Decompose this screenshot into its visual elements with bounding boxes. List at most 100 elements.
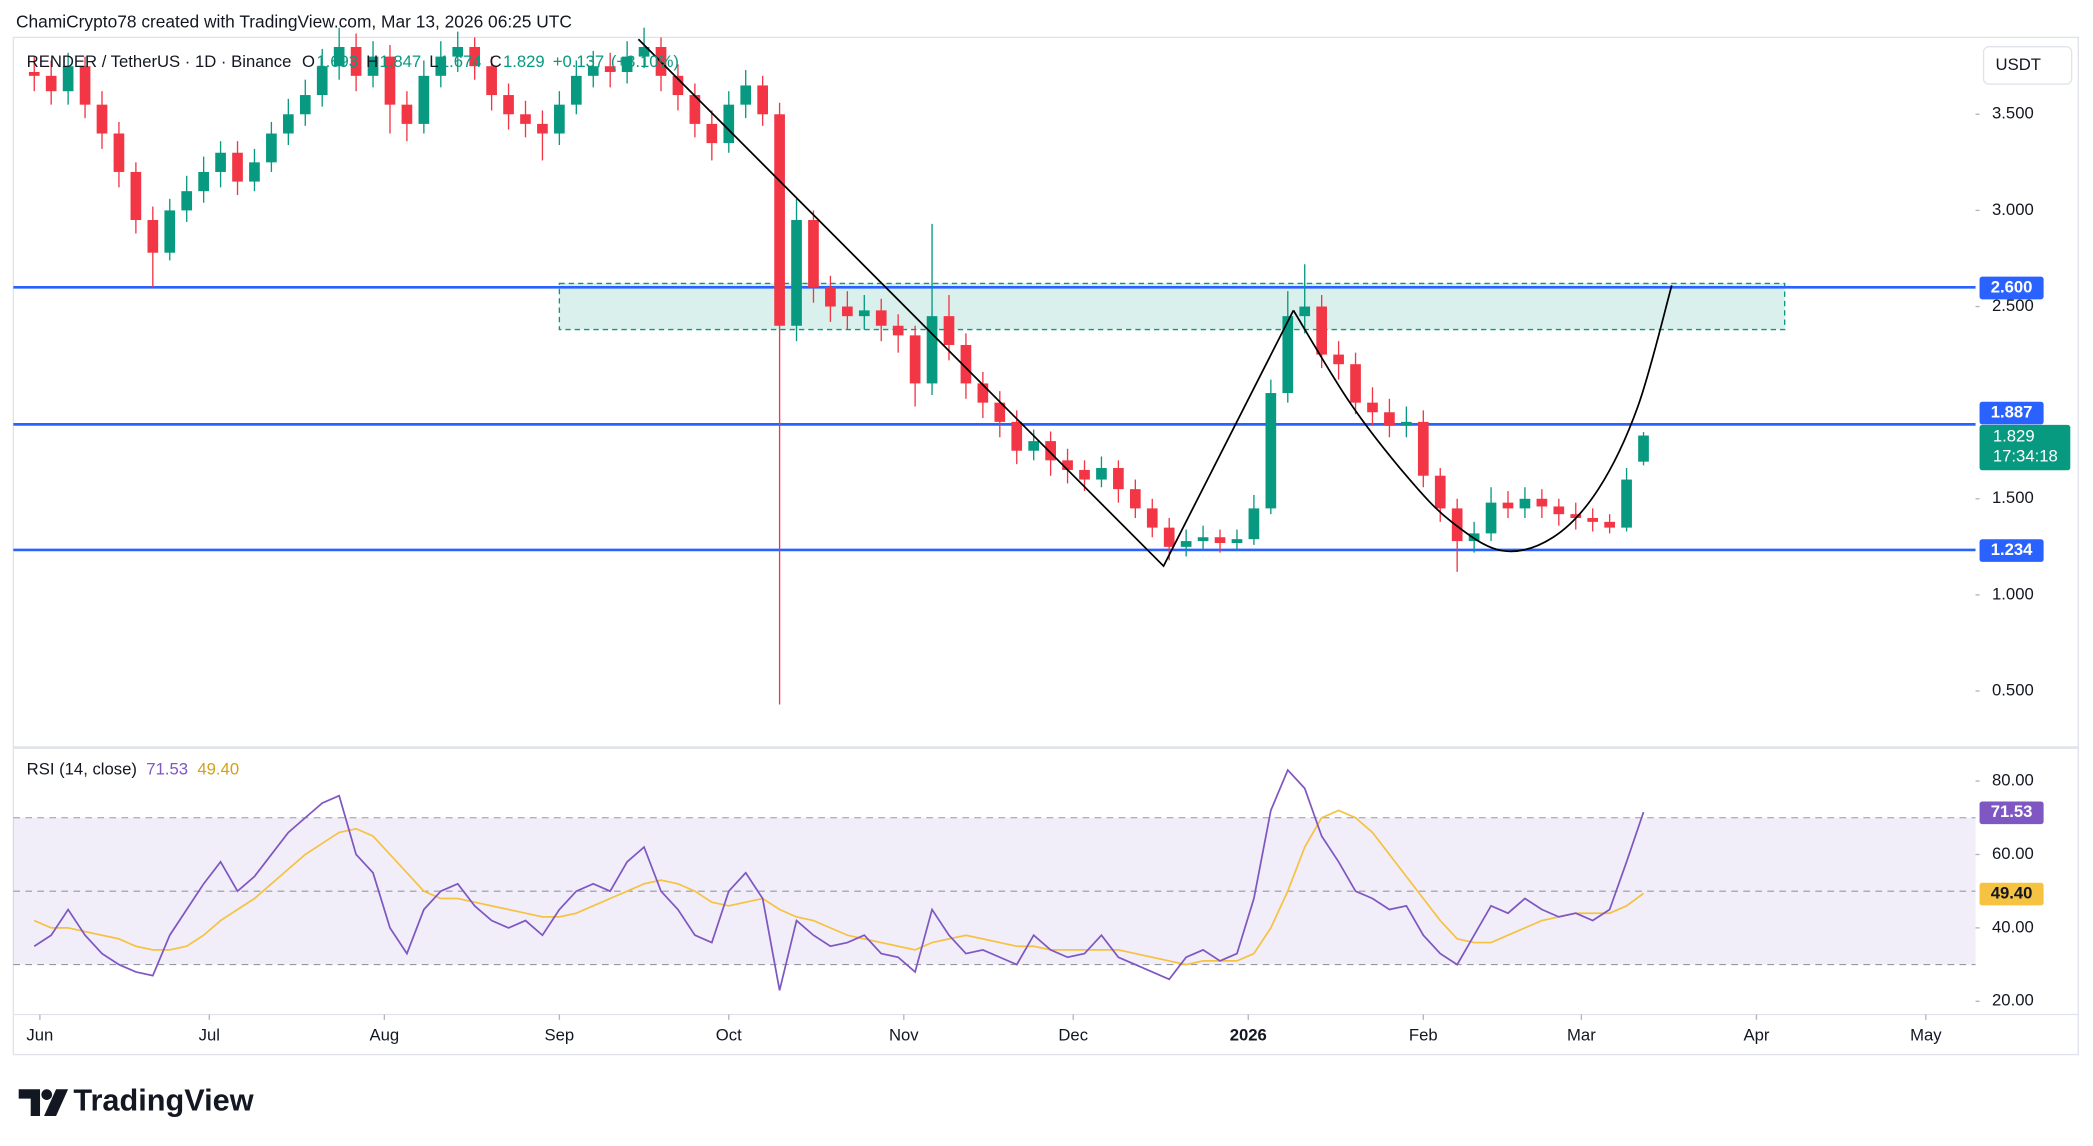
candle-body bbox=[266, 133, 277, 163]
y-tick-label: 3.500 bbox=[1992, 104, 2034, 123]
x-tick-label: Apr bbox=[1743, 1025, 1769, 1044]
candle-body bbox=[96, 104, 108, 134]
price-axis: 0.500 1.000 1.500 2.500 3.000 3.500 bbox=[1975, 104, 2034, 699]
candle-body bbox=[45, 75, 57, 92]
candle-body bbox=[706, 123, 718, 144]
candle-body bbox=[520, 114, 531, 124]
currency-label: USDT bbox=[1996, 55, 2041, 74]
x-tick-label: Feb bbox=[1409, 1025, 1438, 1044]
candle-body bbox=[757, 85, 768, 115]
candle-body bbox=[604, 66, 616, 72]
candle-body bbox=[1113, 468, 1124, 490]
time-axis: Jun Jul Aug Sep Oct Nov Dec 2026 Feb Mar Apr May bbox=[26, 1014, 1942, 1044]
logo-text: TradingView bbox=[73, 1083, 253, 1118]
candle-body bbox=[1367, 402, 1378, 413]
candle-body bbox=[960, 344, 972, 384]
ohlc-value: 1.829 bbox=[503, 52, 545, 71]
candle-body bbox=[1062, 460, 1073, 470]
logo-icon bbox=[18, 1089, 41, 1116]
candle-body bbox=[1316, 306, 1328, 355]
rsi-tag-label: 71.53 bbox=[1991, 802, 2033, 821]
candle-body bbox=[1214, 537, 1226, 544]
candle-body bbox=[1282, 316, 1294, 394]
candle-body bbox=[977, 383, 989, 403]
y-tick-label: 1.000 bbox=[1992, 584, 2034, 603]
ohlc-value: 1.674 bbox=[440, 52, 482, 71]
candle-body bbox=[858, 310, 870, 317]
currency-button[interactable] bbox=[1982, 46, 2073, 85]
ohlc-letter: H bbox=[366, 52, 378, 71]
legend: RENDER / TetherUS · 1D · Binance O 1.693 H 1… bbox=[27, 52, 679, 71]
candle-body bbox=[249, 162, 260, 182]
candle-body bbox=[1638, 435, 1649, 462]
change-value: +0.137 bbox=[553, 52, 604, 71]
rsi-y-tick-label: 20.00 bbox=[1992, 991, 2034, 1010]
candle-body bbox=[808, 220, 819, 288]
candle-body bbox=[384, 56, 396, 105]
candle-body bbox=[1536, 498, 1548, 507]
y-tick-label: 0.500 bbox=[1992, 680, 2034, 699]
y-tick-label: 1.500 bbox=[1992, 488, 2034, 507]
candle-body bbox=[825, 287, 836, 307]
candle-body bbox=[452, 46, 464, 57]
candle-body bbox=[232, 152, 243, 182]
candle-body bbox=[638, 46, 650, 57]
level-tag bbox=[1979, 401, 2044, 425]
candle-body bbox=[1231, 539, 1243, 544]
candle-body bbox=[1028, 441, 1040, 451]
trendline bbox=[637, 38, 1295, 568]
ohlc-letter: O bbox=[302, 52, 315, 71]
change-pct: (+8.10%) bbox=[611, 52, 679, 71]
candle-body bbox=[587, 66, 599, 76]
candle-body bbox=[1384, 412, 1395, 426]
candle-body bbox=[1451, 508, 1463, 542]
candle-body bbox=[469, 46, 481, 67]
x-tick-label: Sep bbox=[545, 1025, 575, 1044]
candle-body bbox=[1434, 475, 1446, 509]
rsi-y-tick-label: 60.00 bbox=[1992, 844, 2034, 863]
level-tag-label: 2.600 bbox=[1991, 277, 2033, 296]
rsi-ma-tag bbox=[1979, 882, 2044, 906]
candle-body bbox=[333, 46, 345, 67]
candle-body bbox=[113, 133, 125, 172]
symbol-title: RENDER / TetherUS · 1D · Binance bbox=[27, 52, 292, 71]
candle-body bbox=[1333, 354, 1344, 365]
x-tick-label: Mar bbox=[1567, 1025, 1596, 1044]
x-tick-label: Nov bbox=[889, 1025, 919, 1044]
candle-body bbox=[740, 85, 752, 105]
candle-body bbox=[570, 75, 582, 105]
candle-body bbox=[1621, 479, 1632, 528]
candle-body bbox=[774, 114, 785, 326]
rsi-legend-ma-value: 49.40 bbox=[197, 760, 239, 779]
candle-body bbox=[1570, 514, 1582, 519]
rsi-line bbox=[33, 768, 1645, 991]
cup-curve bbox=[1292, 285, 1673, 553]
candle-body bbox=[723, 104, 735, 144]
candle-body bbox=[892, 325, 904, 336]
zone bbox=[558, 282, 1786, 331]
level-tag bbox=[1979, 276, 2044, 300]
candle-body bbox=[1096, 468, 1107, 480]
candle-body bbox=[28, 71, 40, 76]
candle-body bbox=[1485, 502, 1497, 534]
credit: ChamiCrypto78 created with TradingView.c… bbox=[16, 11, 572, 31]
candle-body bbox=[1045, 441, 1056, 461]
candle-body bbox=[282, 114, 294, 134]
rsi-pane: 20.00 40.00 60.00 80.00 71.53 49.40 RSI (14, c… bbox=[13, 760, 2044, 1010]
candle-body bbox=[875, 310, 887, 326]
x-tick-label: 2026 bbox=[1230, 1025, 1267, 1044]
rsi-ma-tag-label: 49.40 bbox=[1991, 883, 2033, 902]
candle-body bbox=[435, 56, 447, 76]
candle-body bbox=[350, 46, 362, 76]
candle-body bbox=[926, 316, 938, 384]
chart-frame bbox=[12, 36, 2079, 1056]
candle-body bbox=[130, 171, 142, 221]
candle-body bbox=[181, 191, 193, 211]
ohlc-letter: L bbox=[429, 52, 438, 71]
drawings bbox=[637, 38, 1673, 568]
level-tag bbox=[1979, 539, 2044, 562]
candle-body bbox=[1129, 489, 1141, 509]
candle-body bbox=[621, 56, 633, 72]
